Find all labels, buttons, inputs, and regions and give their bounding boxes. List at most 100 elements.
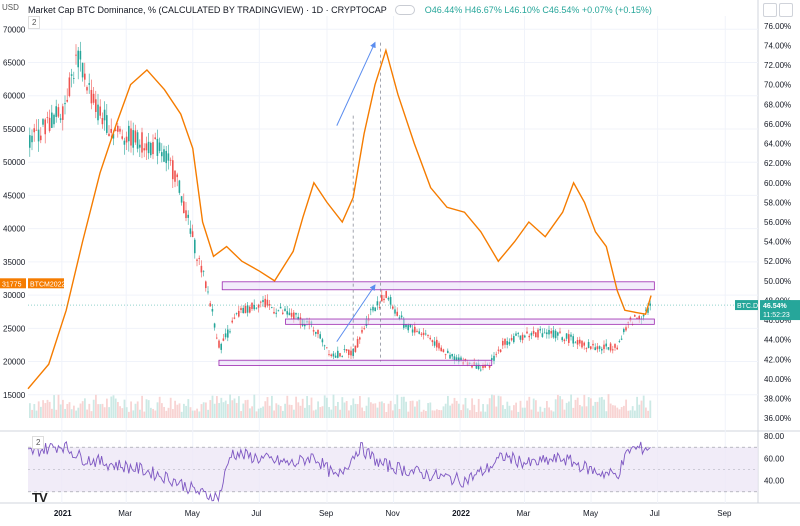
sub-indicator-count[interactable]: 2	[32, 436, 45, 449]
left-tick-label: 65000	[3, 59, 26, 68]
candle-body	[48, 117, 51, 131]
volume-bar	[143, 411, 146, 418]
volume-bar	[625, 399, 627, 418]
volume-bar	[53, 395, 55, 418]
time-tick-label: 2021	[54, 509, 72, 518]
candle-body	[249, 306, 251, 313]
volume-bar	[477, 398, 480, 418]
candle-body	[444, 354, 447, 356]
right-tick-label: 38.00%	[764, 395, 791, 404]
candle-body	[266, 299, 269, 306]
volume-bar	[95, 394, 97, 418]
candle-body	[143, 148, 145, 151]
candle-body	[348, 349, 350, 355]
volume-bar	[392, 410, 394, 418]
candle-body	[334, 355, 337, 358]
volume-bar	[176, 404, 179, 418]
time-tick-label: May	[185, 509, 200, 518]
right-tick-label: 50.00%	[764, 277, 791, 286]
volume-bar	[455, 400, 458, 418]
volume-bar	[405, 401, 407, 418]
volume-bar	[605, 411, 608, 418]
candle-body	[242, 307, 244, 314]
volume-bar	[57, 394, 60, 418]
symbol-title[interactable]: Market Cap BTC Dominance, % (CALCULATED …	[28, 5, 387, 15]
volume-bar	[145, 399, 148, 418]
right-series-tag-label: BTC.D	[737, 303, 758, 310]
candle-body	[451, 353, 453, 357]
volume-bar	[416, 401, 418, 418]
candle-body	[282, 312, 284, 314]
volume-bar	[609, 403, 612, 418]
volume-bar	[557, 394, 559, 418]
volume-bar	[308, 405, 311, 418]
candle-body	[420, 333, 423, 335]
volume-bar	[233, 398, 236, 418]
candle-body	[77, 50, 79, 68]
volume-bar	[62, 399, 64, 418]
volume-bar	[447, 395, 449, 418]
volume-bar	[345, 401, 348, 418]
volume-bar	[539, 406, 542, 418]
volume-bar	[235, 402, 238, 418]
left-currency-label: USD	[2, 3, 19, 12]
right-tick-label: 72.00%	[764, 61, 791, 70]
volume-bar	[449, 405, 451, 418]
volume-bar	[634, 410, 636, 418]
candle-body	[528, 335, 530, 338]
volume-bar	[147, 400, 150, 418]
volume-bar	[381, 401, 383, 418]
candle-body	[62, 106, 64, 120]
volume-bar	[563, 409, 566, 418]
candle-body	[345, 349, 348, 352]
candle-body	[139, 144, 141, 148]
volume-bar	[640, 400, 643, 418]
indicator-count[interactable]: 2	[28, 16, 41, 29]
volume-bar	[565, 402, 568, 418]
volume-bar	[301, 398, 304, 418]
fullscreen-icon[interactable]	[779, 3, 793, 17]
visibility-toggle[interactable]	[394, 5, 415, 15]
left-price-tag-bg	[0, 278, 26, 289]
candle-body	[372, 306, 374, 311]
candle-body	[447, 350, 449, 354]
candle-body	[493, 355, 495, 361]
volume-bar	[425, 410, 427, 418]
candle-body	[400, 315, 403, 318]
candle-body	[240, 308, 242, 310]
left-tick-label: 35000	[3, 258, 26, 267]
candle-body	[339, 353, 341, 357]
candle-body	[51, 112, 53, 128]
candle-body	[189, 228, 192, 234]
volume-bar	[106, 398, 108, 418]
rsi-line	[27, 441, 651, 503]
candle-body	[625, 327, 627, 331]
volume-bar	[81, 401, 84, 418]
volume-bar	[213, 403, 216, 418]
volume-bar	[519, 400, 522, 418]
settings-icon[interactable]	[763, 3, 777, 17]
candle-body	[317, 329, 319, 335]
volume-bar	[387, 403, 390, 418]
candle-body	[216, 337, 218, 339]
candle-body	[81, 62, 84, 78]
candle-body	[579, 339, 581, 344]
candle-body	[268, 304, 271, 306]
volume-bar	[158, 396, 161, 418]
candle-body	[264, 298, 266, 308]
candle-body	[458, 357, 460, 363]
candle-body	[222, 338, 225, 341]
volume-bar	[200, 404, 203, 418]
candle-body	[623, 329, 625, 333]
candle-body	[134, 130, 137, 143]
candle-body	[543, 332, 546, 334]
right-tick-label: 46.00%	[764, 316, 791, 325]
candle-body	[112, 133, 115, 139]
candle-body	[315, 331, 317, 334]
volume-bar	[44, 403, 47, 418]
volume-bar	[35, 410, 38, 418]
candle-body	[634, 315, 636, 317]
candle-body	[295, 313, 297, 315]
volume-bar	[99, 404, 102, 418]
